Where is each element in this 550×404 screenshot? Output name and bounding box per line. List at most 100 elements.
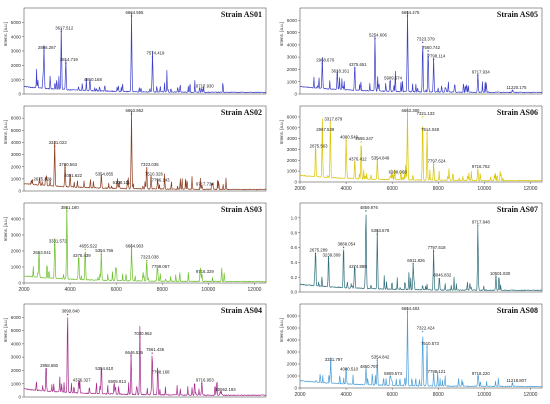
peak-label: 3239.309	[323, 253, 342, 258]
peak-label: 3317.879	[324, 116, 343, 121]
peak-point	[329, 121, 332, 123]
peak-point	[360, 141, 362, 143]
peak-point	[477, 376, 479, 378]
x-tick-label: 8000	[433, 186, 444, 192]
peak-label: 9717.934	[472, 70, 491, 75]
y-axis-label: Intens. [a.u.]	[3, 217, 8, 241]
peak-point	[43, 50, 45, 52]
peak-point	[365, 369, 367, 371]
peak-label: 2967.539	[316, 127, 335, 132]
peak-point	[130, 248, 133, 251]
panel-title: Strain AS02	[221, 108, 262, 117]
peak-point	[354, 269, 356, 271]
x-tick-label: 6000	[111, 287, 122, 293]
y-tick-label: 1000	[11, 77, 22, 82]
x-tick-label: 8000	[433, 392, 444, 398]
peak-label: 9716.752	[472, 164, 491, 169]
peak-label: 7323.038	[141, 255, 160, 260]
y-tick-label: 3000	[287, 55, 298, 60]
peak-point	[432, 58, 435, 61]
peak-point	[495, 276, 497, 278]
x-tick-label: 4000	[341, 392, 352, 398]
peak-point	[89, 82, 91, 84]
peak-label: 2866.267	[38, 45, 57, 50]
peak-point	[376, 359, 379, 362]
x-tick-label: 6000	[387, 392, 398, 398]
y-tick-label: 0	[294, 180, 297, 185]
peak-label: 6646.536	[125, 350, 144, 355]
peak-point	[65, 62, 67, 64]
y-tick-label: 0	[18, 189, 21, 194]
peak-label: 6664.483	[401, 306, 420, 311]
peak-point	[345, 140, 347, 142]
peak-point	[345, 371, 347, 374]
peak-label: 7798.114	[428, 54, 446, 59]
y-tick-label: 4000	[11, 217, 22, 222]
peak-point	[156, 375, 159, 377]
peak-label: 7030.962	[134, 331, 153, 336]
spectrum-panel-strain-as01: 5000 4000 3000 2000 1000 0 Intens. [a.u.] 2866.…	[2, 2, 272, 99]
peak-point	[117, 185, 120, 187]
y-tick-label: 1000	[287, 374, 298, 379]
spectrum-trace	[299, 307, 543, 388]
peak-point	[342, 246, 345, 249]
spectrum-svg: 6000 5000 4000 3000 2000 1000 0 Intens. [a.u.] 2…	[3, 105, 267, 194]
peak-point	[393, 174, 396, 177]
y-tick-label: 0.4	[291, 260, 298, 265]
peak-label: 2675.289	[310, 247, 329, 252]
peak-label: 5354.756	[95, 248, 114, 253]
peak-point	[100, 253, 103, 255]
peak-point	[421, 41, 424, 44]
y-tick-label: 2000	[11, 368, 22, 373]
peak-label: 4376.327	[73, 378, 92, 383]
peak-label: 5354.855	[95, 172, 114, 177]
y-tick-label: 0.0	[291, 290, 298, 295]
peak-label: 9717.848	[472, 219, 491, 224]
spectrum-svg: 6000 5000 4000 3000 2000 1000 0 Intens. [a.u.] 2…	[3, 303, 267, 400]
peak-point	[84, 248, 86, 251]
plot-frame	[299, 105, 543, 183]
plot-frame	[23, 202, 267, 284]
y-tick-label: 5000	[11, 20, 22, 25]
peak-point	[438, 277, 441, 280]
peak-label: 3617.512	[55, 26, 74, 31]
peak-label: 7510.573	[421, 341, 440, 346]
peak-label: 3331.572	[49, 239, 68, 244]
peak-point	[113, 384, 115, 386]
peak-label: 9717.734	[196, 181, 215, 186]
y-tick-label: 0.2	[291, 275, 298, 280]
spectrum-svg: 5000 4000 3000 2000 1000 0 Intens. [a.u.] 2866.…	[3, 7, 267, 97]
peak-point	[69, 178, 71, 180]
y-tick-label: 1000	[11, 265, 22, 270]
y-axis-label: Intens. [a.u.]	[279, 22, 284, 46]
peak-label: 4000.549	[340, 135, 359, 140]
peak-point	[139, 336, 141, 338]
y-tick-label: 3000	[287, 147, 298, 152]
peak-point	[421, 330, 424, 333]
panel-title: Strain AS07	[497, 205, 538, 214]
peak-point	[511, 90, 514, 92]
peak-label: 9718.220	[472, 371, 491, 376]
panel-title: Strain AS01	[221, 10, 262, 19]
y-tick-label: 6000	[11, 116, 22, 121]
peak-label: 6911.826	[407, 258, 425, 263]
spectrum-trace	[23, 12, 267, 94]
peak-label: 9717.930	[196, 84, 215, 89]
y-tick-label: 3000	[11, 355, 22, 360]
peak-label: 8046.832	[433, 273, 452, 278]
x-tick-label: 6000	[387, 186, 398, 192]
peak-point	[150, 176, 152, 179]
y-tick-label: 5000	[11, 328, 22, 333]
peak-point	[78, 258, 80, 260]
peak-point	[412, 263, 414, 265]
peak-point	[78, 383, 80, 385]
peak-label: 4859.976	[360, 205, 379, 210]
peak-point	[201, 274, 203, 276]
peak-point	[477, 74, 479, 77]
y-tick-label: 6000	[287, 18, 298, 23]
y-axis-label: Intens. [a.u.]	[3, 318, 8, 342]
peak-point	[426, 132, 428, 134]
peak-point	[406, 311, 409, 313]
peak-label: 7321.133	[417, 111, 436, 116]
